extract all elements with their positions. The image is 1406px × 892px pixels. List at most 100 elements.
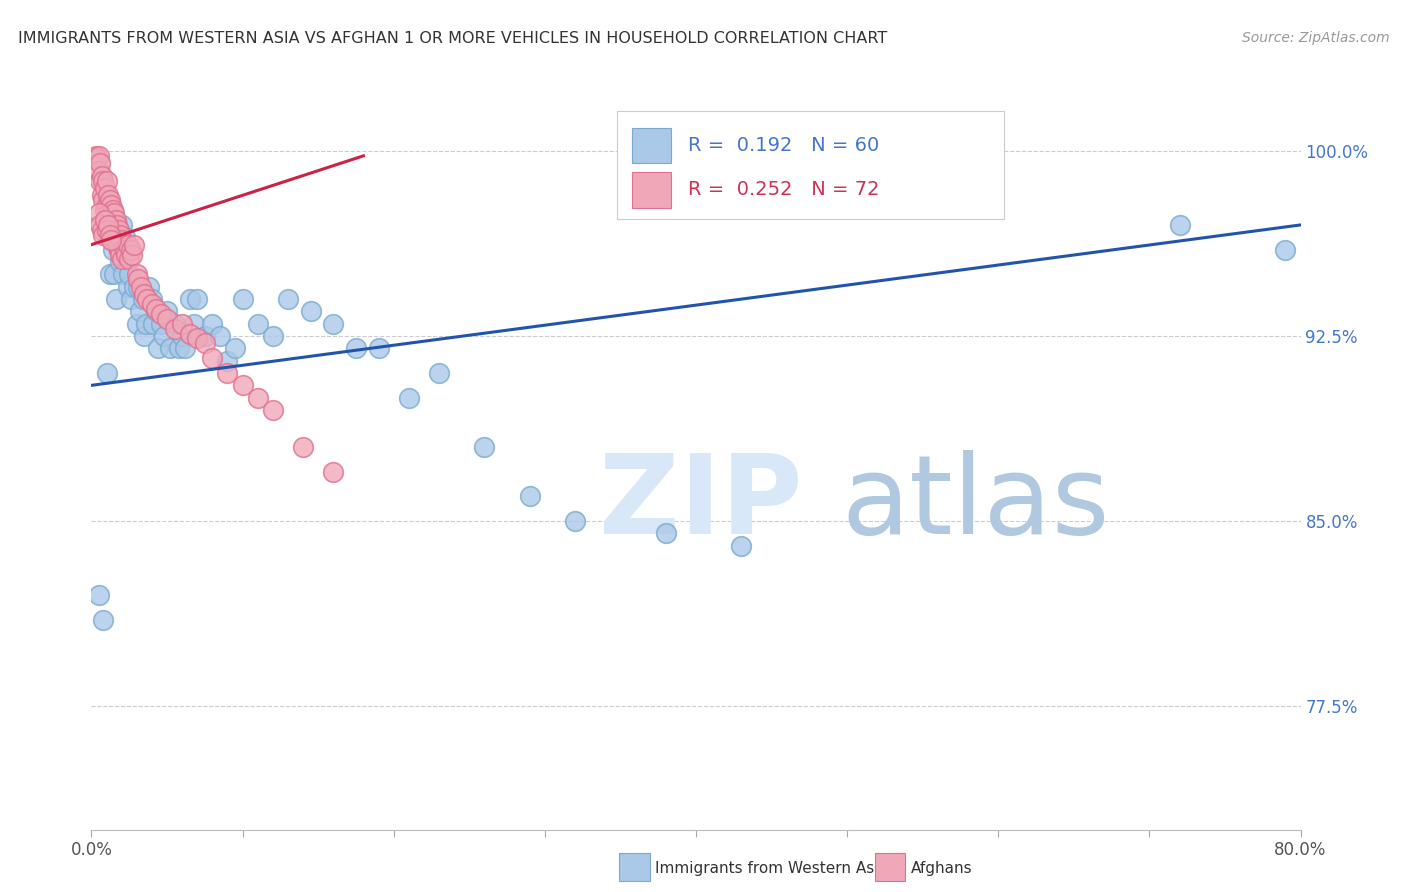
Text: R =  0.192   N = 60: R = 0.192 N = 60 (688, 136, 879, 155)
Point (89, 156, 111, 170)
Point (118, 252, 141, 267)
Point (108, 255, 131, 269)
Point (125, 317, 148, 331)
Point (183, 317, 205, 331)
Point (93, 613, 115, 627)
Point (91, 169, 114, 183)
Point (1274, 243, 1296, 257)
Point (174, 341, 197, 355)
Point (167, 341, 190, 355)
Point (98, 267, 121, 281)
Point (231, 378, 253, 392)
Point (224, 341, 246, 355)
Point (93, 227, 115, 242)
Point (97, 218, 120, 232)
Point (108, 247, 131, 261)
Point (292, 440, 315, 454)
Point (299, 304, 322, 318)
Text: ZIP: ZIP (599, 450, 803, 558)
Point (179, 292, 201, 306)
Point (134, 287, 156, 301)
Point (153, 329, 176, 343)
Point (100, 198, 122, 212)
Point (111, 252, 132, 267)
Point (98, 227, 121, 242)
Point (132, 292, 155, 306)
Point (114, 230, 136, 244)
Point (246, 391, 269, 405)
Point (117, 279, 139, 293)
Point (217, 353, 239, 368)
Point (146, 341, 169, 355)
FancyBboxPatch shape (631, 172, 671, 208)
Point (104, 233, 127, 247)
Text: Immigrants from Western Asia: Immigrants from Western Asia (655, 862, 889, 876)
Point (105, 237, 128, 252)
Point (89, 173, 111, 187)
Point (141, 292, 163, 306)
Point (87, 588, 110, 602)
Point (427, 366, 450, 380)
Point (101, 243, 124, 257)
Text: atlas: atlas (841, 450, 1109, 558)
Point (172, 317, 194, 331)
Point (277, 292, 299, 306)
Point (108, 227, 131, 242)
Point (246, 317, 269, 331)
Point (163, 317, 186, 331)
Point (93, 173, 115, 187)
Point (654, 526, 676, 541)
Point (103, 205, 125, 219)
Point (111, 218, 132, 232)
Point (105, 218, 128, 232)
Point (93, 193, 115, 207)
Point (201, 351, 224, 366)
Point (138, 279, 160, 293)
Point (86, 151, 108, 165)
Point (322, 317, 344, 331)
Point (96, 173, 118, 187)
Point (208, 329, 231, 343)
Point (101, 223, 124, 237)
Point (107, 243, 129, 257)
Point (120, 292, 142, 306)
Point (97, 188, 120, 202)
Point (564, 514, 586, 528)
Point (217, 366, 239, 380)
Point (127, 272, 149, 286)
Point (97, 205, 120, 219)
Point (194, 329, 217, 343)
Point (159, 341, 181, 355)
Point (96, 366, 118, 380)
Point (100, 218, 122, 232)
Point (100, 233, 122, 247)
Point (322, 465, 344, 479)
Point (231, 292, 253, 306)
Point (145, 301, 167, 316)
Point (94, 213, 117, 227)
Point (125, 267, 148, 281)
Point (87, 205, 110, 219)
Point (194, 336, 217, 351)
Point (128, 304, 150, 318)
Point (91, 188, 114, 202)
Point (96, 198, 118, 212)
Point (163, 321, 186, 335)
Point (111, 233, 132, 247)
Point (112, 267, 135, 281)
FancyBboxPatch shape (631, 128, 671, 163)
Point (84, 149, 107, 163)
Point (89, 218, 111, 232)
Point (262, 403, 284, 417)
Point (87, 149, 110, 163)
Point (118, 267, 141, 281)
Point (730, 539, 752, 553)
Point (103, 267, 125, 281)
Point (186, 331, 208, 345)
Point (98, 193, 121, 207)
Point (134, 329, 156, 343)
Text: Afghans: Afghans (911, 862, 973, 876)
Point (107, 243, 129, 257)
Point (136, 292, 159, 306)
Point (186, 292, 208, 306)
